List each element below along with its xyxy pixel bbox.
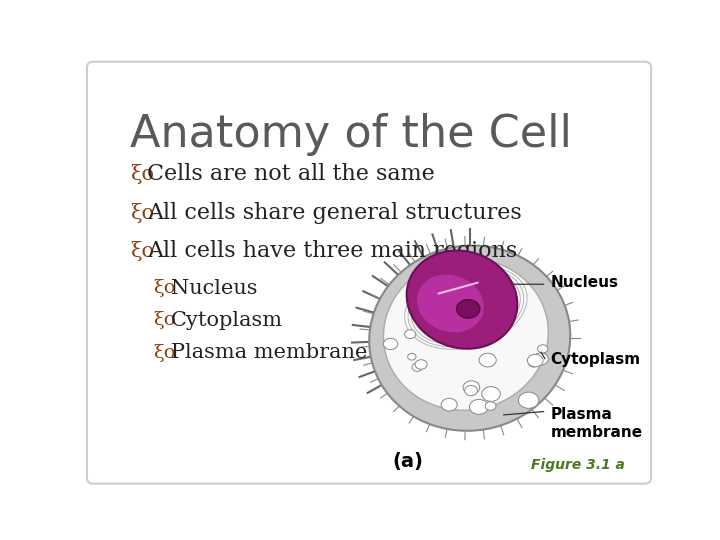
Text: ξο: ξο	[153, 344, 176, 362]
Ellipse shape	[479, 353, 496, 367]
Text: ξο: ξο	[153, 312, 176, 329]
Ellipse shape	[415, 360, 427, 369]
Ellipse shape	[369, 246, 570, 431]
Ellipse shape	[407, 251, 518, 349]
Ellipse shape	[518, 392, 539, 408]
Ellipse shape	[538, 345, 548, 353]
Ellipse shape	[534, 353, 549, 365]
Text: Cytoplasm: Cytoplasm	[550, 352, 641, 367]
Text: Plasma membrane: Plasma membrane	[171, 343, 367, 362]
Ellipse shape	[408, 353, 416, 360]
Ellipse shape	[412, 363, 423, 372]
Text: Cells are not all the same: Cells are not all the same	[148, 163, 435, 185]
FancyBboxPatch shape	[87, 62, 651, 484]
Ellipse shape	[469, 400, 488, 414]
Ellipse shape	[485, 402, 496, 410]
Text: (a): (a)	[392, 452, 423, 471]
Ellipse shape	[528, 360, 539, 367]
Ellipse shape	[463, 381, 480, 394]
Text: ξο: ξο	[130, 164, 154, 184]
Text: ξο: ξο	[153, 279, 176, 297]
Ellipse shape	[384, 338, 397, 349]
Text: Nucleus: Nucleus	[550, 275, 618, 290]
Text: Cytoplasm: Cytoplasm	[171, 311, 283, 330]
Text: Figure 3.1 a: Figure 3.1 a	[531, 458, 625, 472]
Ellipse shape	[441, 399, 457, 411]
Ellipse shape	[482, 387, 500, 401]
Text: Nucleus: Nucleus	[171, 279, 257, 298]
Text: All cells have three main regions: All cells have three main regions	[148, 240, 518, 262]
Text: Plasma
membrane: Plasma membrane	[550, 408, 642, 440]
Ellipse shape	[416, 274, 485, 333]
Ellipse shape	[527, 354, 543, 367]
Text: ξο: ξο	[130, 241, 154, 261]
Text: ξο: ξο	[130, 202, 154, 222]
Ellipse shape	[405, 330, 415, 339]
Ellipse shape	[464, 386, 477, 396]
Ellipse shape	[384, 258, 549, 410]
Text: All cells share general structures: All cells share general structures	[148, 201, 522, 224]
Ellipse shape	[456, 300, 480, 318]
Text: Anatomy of the Cell: Anatomy of the Cell	[130, 112, 572, 156]
